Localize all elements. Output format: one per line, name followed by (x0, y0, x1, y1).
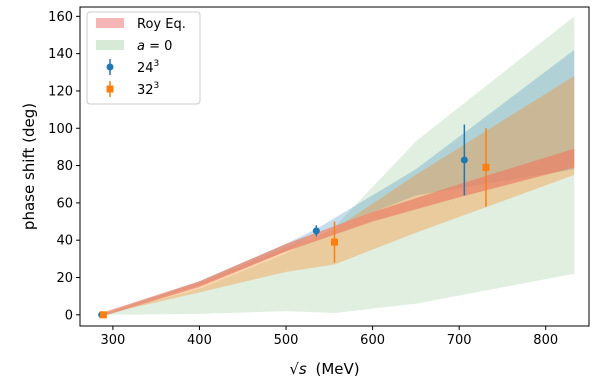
x-tick-label-400: 400 (187, 333, 212, 348)
legend-marker-243 (106, 63, 114, 71)
data-point-32-3-2 (482, 163, 490, 171)
x-tick-label-700: 700 (447, 333, 472, 348)
legend-label-roy-eq: Roy Eq. (137, 17, 186, 32)
y-tick-label-20: 20 (56, 271, 73, 286)
y-tick-label-40: 40 (56, 234, 73, 249)
data-point-24-3-1 (312, 227, 320, 235)
y-tick-label-0: 0 (65, 308, 73, 323)
y-tick-label-140: 140 (48, 47, 73, 62)
y-tick-label-80: 80 (56, 159, 73, 174)
legend-marker-323 (106, 85, 114, 93)
band-roy-eq (101, 148, 575, 317)
band-a-0 (101, 16, 575, 315)
legend-box (86, 11, 201, 105)
x-tick-label-300: 300 (100, 333, 125, 348)
y-tick-label-160: 160 (48, 10, 73, 25)
legend-swatch-roy-eq (96, 18, 124, 28)
y-tick-label-60: 60 (56, 196, 73, 211)
data-point-24-3-2 (460, 156, 468, 164)
y-tick-label-100: 100 (48, 122, 73, 137)
band-32-3-band (101, 76, 575, 315)
x-tick-label-800: 800 (533, 333, 558, 348)
x-axis-label: √s (MeV) (289, 360, 359, 378)
plot-frame (79, 6, 590, 327)
data-point-32-3-1 (331, 238, 338, 246)
legend-label-a-0: a = 0 (137, 39, 172, 54)
x-tick-label-600: 600 (360, 333, 385, 348)
x-tick-label-500: 500 (274, 333, 299, 348)
bands-layer (101, 16, 575, 317)
y-tick-label-120: 120 (48, 84, 73, 99)
x-axis-label-unit: (MeV) (316, 360, 360, 378)
legend-swatch-a-0 (96, 40, 124, 50)
x-axis-label-symbol: √s (289, 360, 307, 378)
ticks-layer: 300 400 500 600 700 800 0 20 40 60 80 100 120 140 160 (48, 10, 558, 348)
y-axis-label: phase shift (deg) (20, 103, 38, 230)
data-point-32-3-0 (99, 311, 107, 319)
points-layer (98, 124, 490, 319)
